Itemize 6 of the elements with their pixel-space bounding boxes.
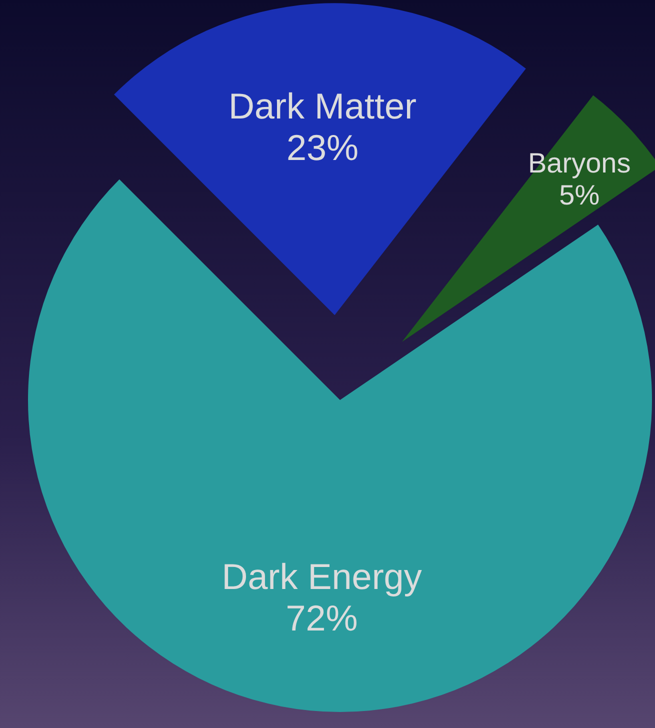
data-label: 23%	[286, 126, 359, 168]
slice-label: Dark Matter	[228, 86, 417, 127]
slice-label: Baryons	[528, 147, 631, 178]
data-label: 72%	[286, 597, 358, 638]
slice-label: Dark Energy	[222, 556, 422, 597]
data-label: 5%	[559, 180, 600, 211]
